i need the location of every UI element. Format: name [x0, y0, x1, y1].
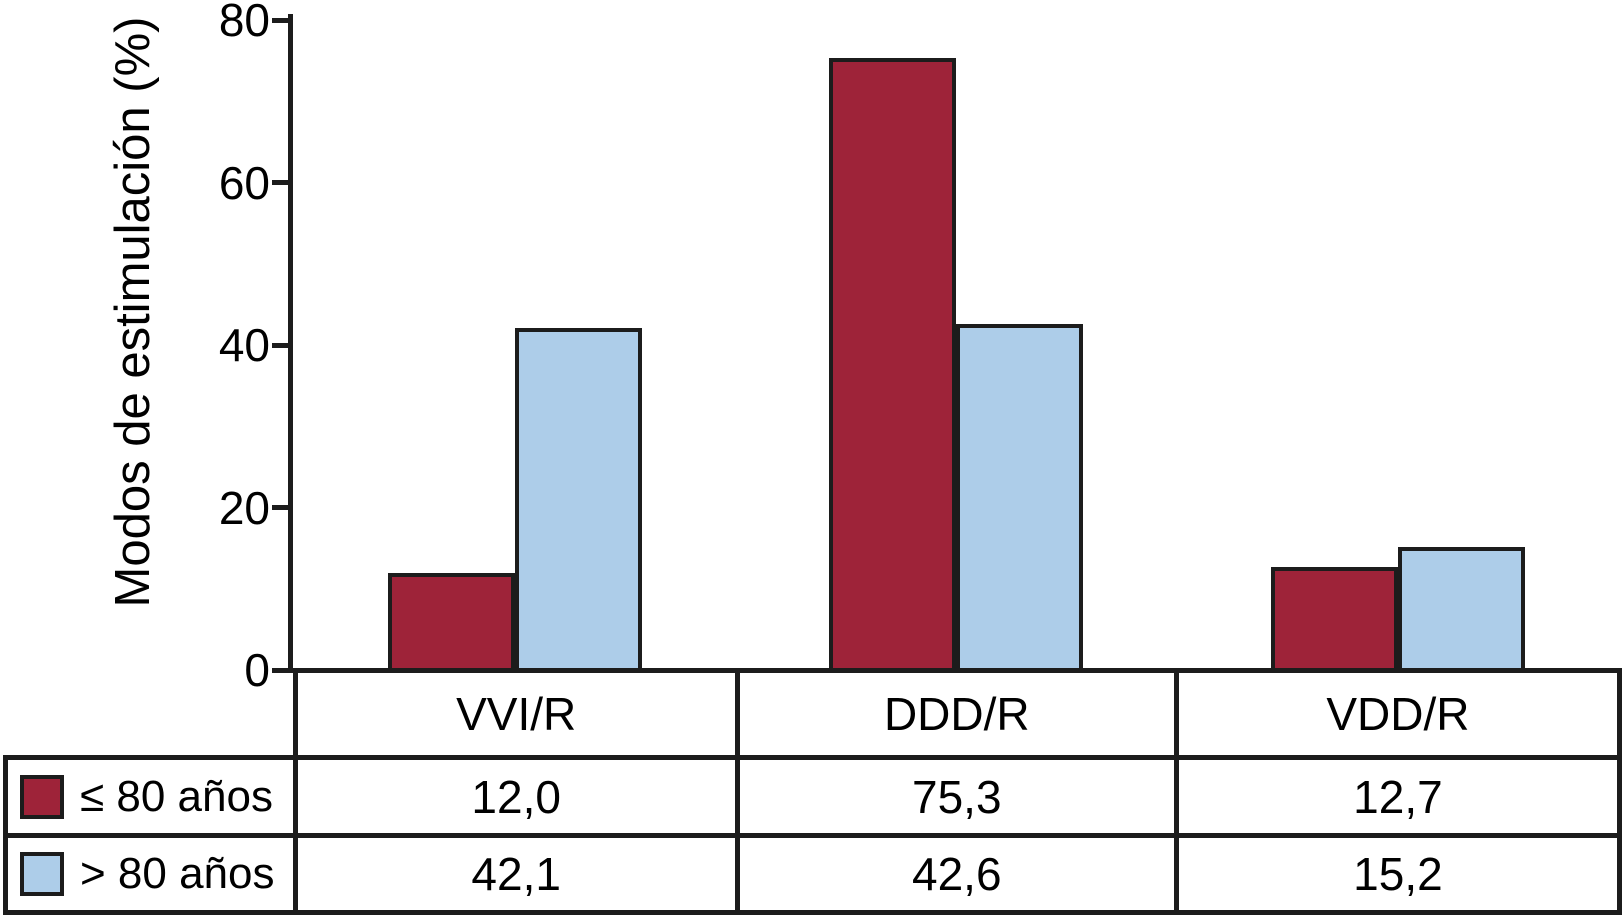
legend-inner: > 80 años [8, 849, 293, 899]
y-tick-mark [272, 505, 293, 510]
series-1-swatch [20, 774, 64, 819]
data-table: VVI/R DDD/R VDD/R ≤ 80 años 12,0 75,3 12… [3, 668, 1622, 915]
series-2-label: > 80 años [80, 849, 275, 898]
category-label-vddr: VDD/R [1173, 668, 1622, 760]
series-1-row: ≤ 80 años 12,0 75,3 12,7 [3, 755, 1622, 838]
series-1-label: ≤ 80 años [80, 771, 273, 821]
legend-item-gt-80: > 80 años [3, 833, 298, 915]
table-corner-blank [6, 671, 296, 758]
y-tick-label: 20 [218, 481, 270, 534]
y-tick-mark [272, 342, 293, 348]
value-cell: 75,3 [734, 755, 1179, 838]
category-label-vvir: VVI/R [292, 668, 740, 760]
bar-series2-vvi-r [514, 327, 642, 674]
bar-series1-vvi-r [387, 572, 515, 674]
value-cell: 12,0 [292, 755, 740, 838]
y-tick-label: 40 [218, 319, 270, 371]
y-tick-mark [272, 180, 293, 185]
y-tick-label: 0 [244, 644, 270, 696]
legend-inner: ≤ 80 años [8, 772, 293, 822]
value-cell: 12,7 [1173, 755, 1622, 838]
value-cell: 42,1 [292, 833, 740, 915]
y-tick-label: 80 [218, 0, 270, 46]
value-cell: 42,6 [734, 833, 1179, 915]
bar-series2-ddd-r [956, 323, 1083, 674]
bar-series1-ddd-r [829, 58, 956, 674]
legend-item-le-80: ≤ 80 años [3, 755, 298, 838]
value-cell: 15,2 [1173, 833, 1622, 915]
y-tick-label: 60 [218, 156, 270, 209]
y-tick-mark [272, 17, 293, 23]
series-2-swatch [20, 852, 64, 896]
y-tick-mark [272, 667, 293, 673]
category-label-dddr: DDD/R [734, 668, 1179, 760]
category-header-row: VVI/R DDD/R VDD/R [6, 668, 1622, 760]
bar-series1-vdd-r [1271, 566, 1398, 674]
bar-series2-vdd-r [1398, 546, 1525, 674]
series-2-row: > 80 años 42,1 42,6 15,2 [3, 833, 1622, 915]
